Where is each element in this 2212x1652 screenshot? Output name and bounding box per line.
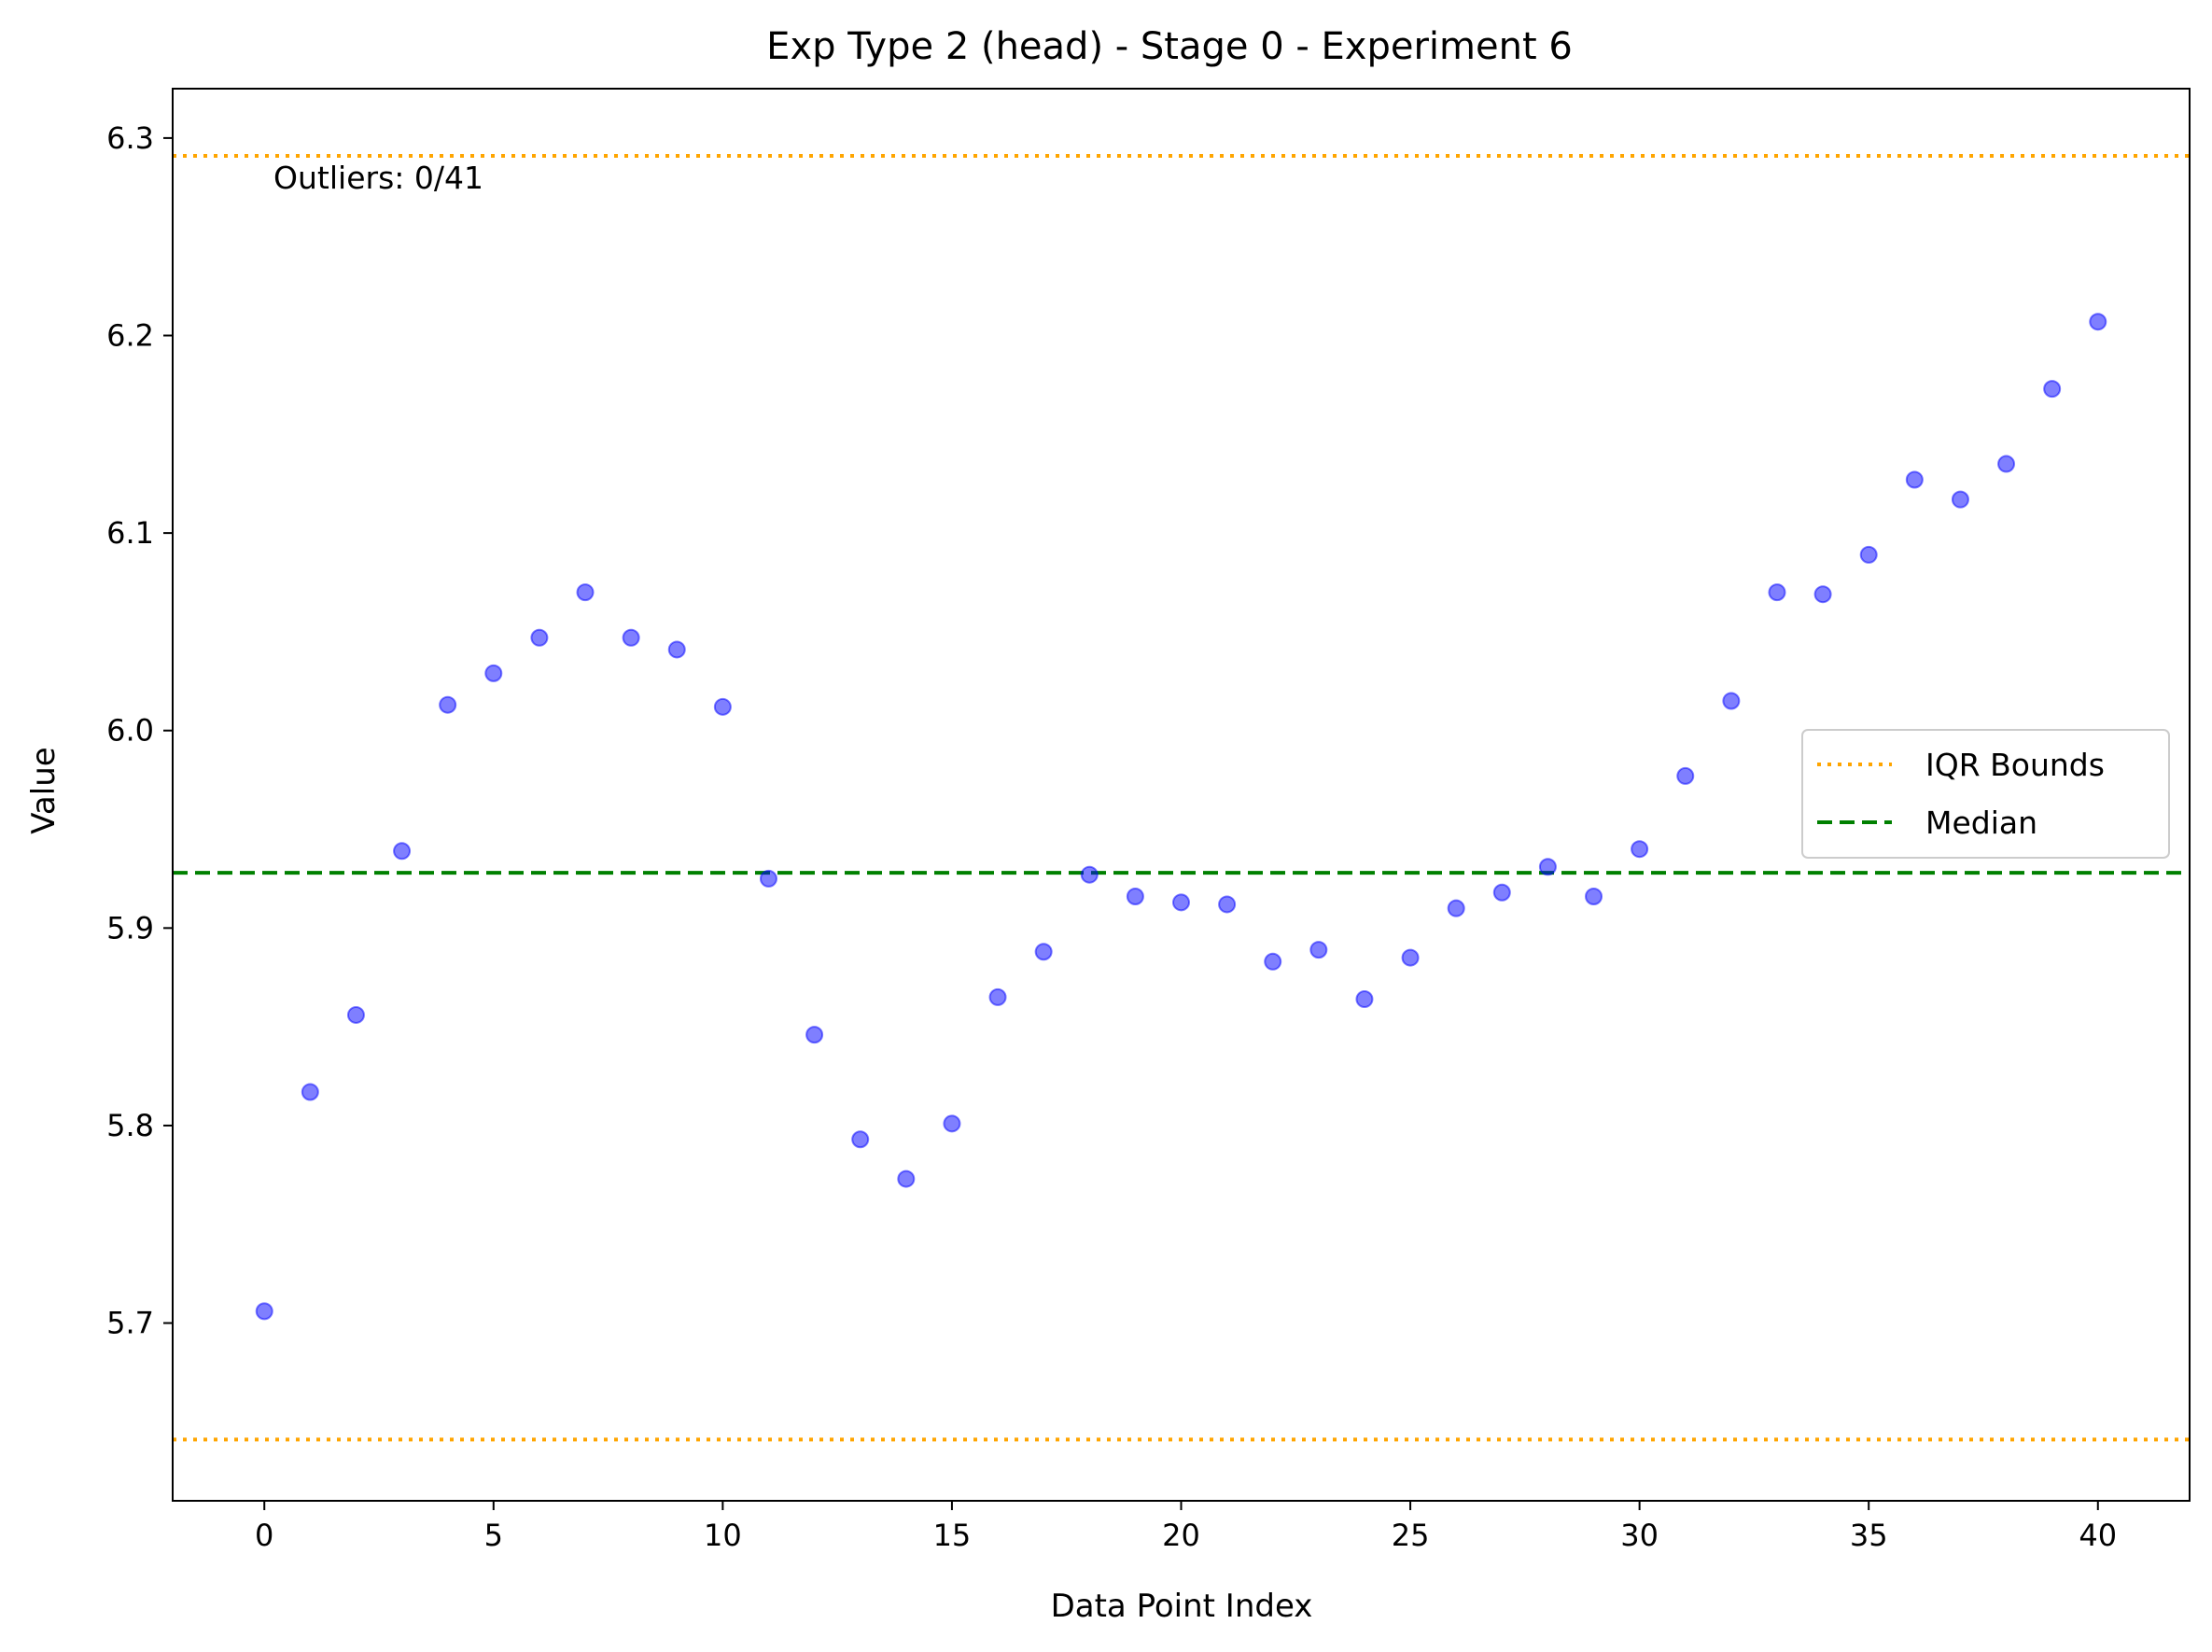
x-tick-label: 15 (933, 1518, 972, 1553)
data-point (988, 987, 1007, 1006)
x-tick-label: 5 (484, 1518, 503, 1553)
data-point (1951, 490, 1969, 509)
data-point (439, 695, 457, 714)
chart-title: Exp Type 2 (head) - Stage 0 - Experiment… (766, 25, 1573, 68)
y-tick-label: 5.8 (106, 1108, 154, 1143)
data-point (2043, 380, 2062, 399)
x-tick-label: 0 (255, 1518, 273, 1553)
y-tick-label: 5.7 (106, 1306, 154, 1341)
data-point (851, 1130, 870, 1149)
y-tick-label: 6.2 (106, 318, 154, 354)
data-point (667, 640, 686, 659)
x-axis: 0 5 10 15 20 25 30 35 40 (255, 1501, 2117, 1553)
y-axis-label: Value (25, 747, 63, 833)
data-point (576, 583, 595, 602)
data-point (255, 1302, 273, 1321)
data-point (1447, 899, 1465, 917)
data-point (1492, 883, 1511, 902)
data-point (713, 697, 732, 716)
data-point (1080, 865, 1099, 884)
data-point (1355, 990, 1374, 1009)
data-point (759, 869, 777, 888)
data-point (2089, 313, 2107, 331)
data-point (1309, 941, 1328, 959)
data-point (1585, 887, 1603, 905)
data-point (1722, 692, 1741, 710)
data-point (1172, 893, 1190, 912)
x-tick-label: 25 (1392, 1518, 1430, 1553)
data-point (1631, 840, 1649, 859)
y-tick-label: 5.9 (106, 910, 154, 945)
data-point (1126, 887, 1144, 905)
data-point (622, 628, 640, 647)
data-point (393, 842, 412, 861)
data-point (1401, 948, 1420, 967)
data-point (301, 1083, 319, 1101)
data-point (1997, 455, 2016, 473)
data-point (1676, 766, 1695, 785)
y-tick-label: 6.0 (106, 713, 154, 749)
legend: IQR Bounds Median (1801, 729, 2170, 859)
outliers-annotation: Outliers: 0/41 (273, 160, 483, 196)
x-axis-label: Data Point Index (1051, 1588, 1313, 1625)
x-tick-label: 40 (2079, 1518, 2117, 1553)
data-point (1218, 895, 1237, 914)
data-point (1538, 858, 1557, 876)
data-point (1813, 585, 1832, 604)
data-point (1768, 583, 1786, 602)
x-tick-label: 30 (1620, 1518, 1659, 1553)
y-axis: 5.7 5.8 5.9 6.0 6.1 6.2 6.3 (106, 120, 173, 1341)
x-tick-label: 10 (704, 1518, 742, 1553)
legend-box (1801, 729, 2170, 859)
y-tick-label: 6.1 (106, 515, 154, 551)
data-point (1859, 545, 1878, 564)
data-point (1034, 943, 1053, 961)
data-point (805, 1026, 824, 1044)
data-point (943, 1114, 961, 1133)
plot-area: Outliers: 0/41 (172, 88, 2191, 1502)
x-tick-label: 35 (1850, 1518, 1888, 1553)
legend-label: Median (1925, 805, 2037, 841)
data-point (1264, 952, 1282, 971)
data-point (897, 1169, 916, 1188)
x-tick-label: 20 (1162, 1518, 1200, 1553)
legend-label: IQR Bounds (1925, 747, 2105, 783)
data-point (1905, 470, 1924, 489)
data-point (530, 628, 549, 647)
data-point (484, 664, 503, 682)
data-point (346, 1005, 365, 1024)
y-tick-label: 6.3 (106, 120, 154, 156)
